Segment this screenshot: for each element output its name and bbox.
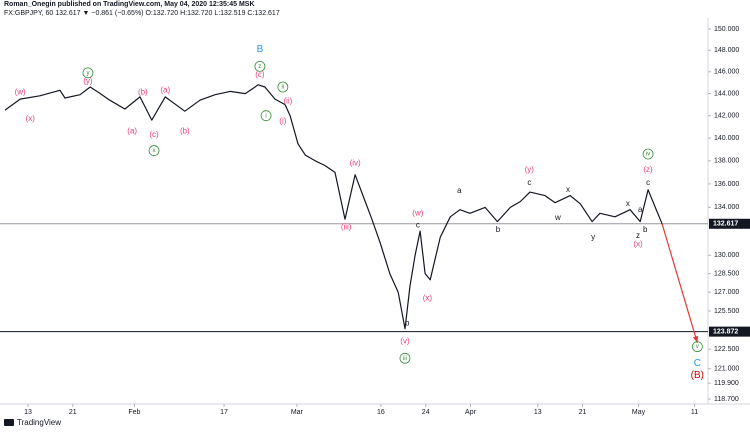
wave-label: w xyxy=(554,213,561,222)
wave-label: C xyxy=(694,358,701,369)
x-tick-label: 16 xyxy=(377,409,385,416)
y-tick-label: 121.000 xyxy=(714,366,739,373)
wave-circle xyxy=(254,60,266,72)
y-tick-label: 150.000 xyxy=(714,26,739,33)
wave-circle xyxy=(277,81,289,93)
wave-label: b xyxy=(405,319,410,328)
wave-label: (v) xyxy=(400,337,410,346)
wave-label: b xyxy=(496,225,501,234)
wave-label: (c) xyxy=(149,130,159,139)
x-tick-label: Apr xyxy=(465,409,477,416)
x-tick-label: 24 xyxy=(422,409,430,416)
y-tick-label: 144.000 xyxy=(714,90,739,97)
wave-label: (y) xyxy=(525,165,535,174)
wave-label: (i) xyxy=(279,116,286,125)
header-title: Roman_Onegin published on TradingView.co… xyxy=(4,1,255,8)
wave-label: x xyxy=(566,185,570,194)
wave-label: b xyxy=(643,225,648,234)
y-tick-label: 122.500 xyxy=(714,346,739,353)
wave-label: (iv) xyxy=(350,158,361,167)
wave-label: (y) xyxy=(83,77,93,86)
wave-label: x xyxy=(626,199,630,208)
wave-label: (b) xyxy=(180,126,190,135)
wave-label: (w) xyxy=(412,208,423,217)
wave-circle xyxy=(642,148,654,160)
symbol-line: FX:GBPJPY, 60 132.617 ▼ −0.861 (−0.65%) … xyxy=(4,10,280,17)
wave-label: (a) xyxy=(160,85,170,94)
wave-label: (x) xyxy=(26,114,36,123)
wave-label: (a) xyxy=(127,126,137,135)
wave-label: (x) xyxy=(633,239,643,248)
wave-circle xyxy=(148,145,160,156)
y-tick-label: 148.000 xyxy=(714,47,739,54)
price-tag-label: 132.617 xyxy=(713,221,738,228)
x-tick-label: 21 xyxy=(69,409,77,416)
x-tick-label: 17 xyxy=(220,409,228,416)
wave-label: (B) xyxy=(691,370,704,381)
x-tick-label: 13 xyxy=(534,409,542,416)
y-tick-label: 134.000 xyxy=(714,204,739,211)
x-tick-label: Feb xyxy=(128,409,140,416)
wave-label: (z) xyxy=(643,165,653,174)
wave-circle xyxy=(691,341,703,353)
wave-label: a xyxy=(638,205,643,214)
wave-circle xyxy=(82,67,94,79)
footer-brand: TradingView xyxy=(17,418,61,427)
wave-label: ii xyxy=(282,85,285,91)
wave-label: (ii) xyxy=(283,96,292,105)
wave-label: y xyxy=(86,70,89,76)
wave-label: i xyxy=(265,113,266,119)
y-tick-label: 142.000 xyxy=(714,113,739,120)
y-tick-label: 136.000 xyxy=(714,181,739,188)
footer-logo: TradingView xyxy=(4,418,61,427)
wave-label: iii xyxy=(403,356,407,362)
arrow-head xyxy=(692,335,699,343)
y-tick-label: 127.000 xyxy=(714,289,739,296)
x-tick-label: May xyxy=(632,409,646,416)
x-tick-label: 21 xyxy=(579,409,587,416)
x-tick-label: 11 xyxy=(691,409,698,416)
projection-arrow xyxy=(661,223,698,343)
wave-label: c xyxy=(646,178,650,187)
price-line xyxy=(4,84,663,330)
price-tag xyxy=(709,326,750,337)
wave-label: (w) xyxy=(15,88,26,97)
price-tag-label: 123.872 xyxy=(713,328,738,335)
wave-circle xyxy=(399,352,411,364)
y-tick-label: 125.500 xyxy=(714,308,739,315)
wave-label: iv xyxy=(646,152,650,158)
wave-label: x xyxy=(153,148,156,154)
wave-label: c xyxy=(416,220,420,229)
wave-label: c xyxy=(527,178,531,187)
y-tick-label: 118.700 xyxy=(714,396,739,403)
wave-label: B xyxy=(257,44,264,55)
price-tag xyxy=(709,218,750,229)
y-tick-label: 140.000 xyxy=(714,135,739,142)
x-tick-label: Mar xyxy=(291,409,304,416)
wave-label: (iii) xyxy=(341,223,352,232)
y-tick-label: 128.500 xyxy=(714,270,739,277)
wave-label: y xyxy=(591,232,595,241)
y-tick-label: 119.900 xyxy=(714,380,739,387)
logo-icon xyxy=(4,419,14,426)
wave-label: (x) xyxy=(423,294,433,303)
y-tick-label: 146.000 xyxy=(714,69,739,76)
wave-label: (c) xyxy=(255,70,265,79)
wave-label: a xyxy=(457,186,462,195)
wave-label: v xyxy=(696,344,699,350)
y-tick-label: 130.000 xyxy=(714,252,739,259)
wave-label: z xyxy=(258,64,261,70)
x-tick-label: 13 xyxy=(24,409,32,416)
wave-label: z xyxy=(636,231,640,240)
y-tick-label: 138.000 xyxy=(714,158,739,165)
wave-label: (b) xyxy=(138,88,148,97)
wave-circle xyxy=(260,110,272,122)
